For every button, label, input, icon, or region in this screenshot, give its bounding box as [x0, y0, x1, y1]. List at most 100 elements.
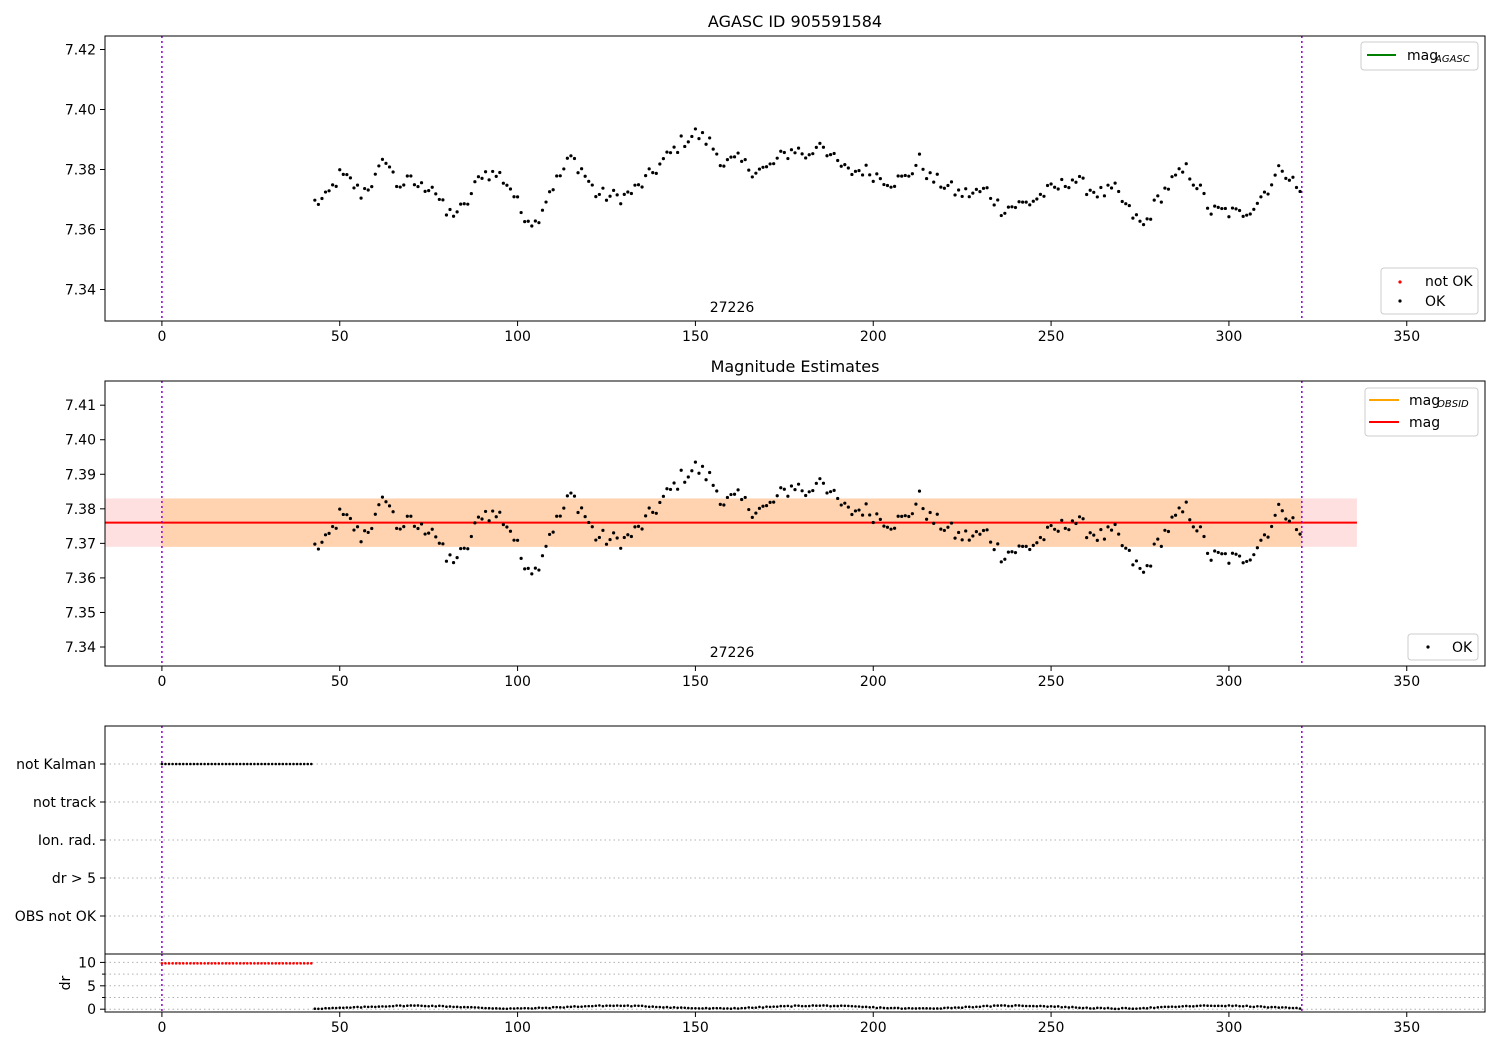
- panel4-notok-point: [199, 962, 203, 965]
- panel2-ok-point: [590, 525, 594, 529]
- panel1-ok-point: [764, 165, 769, 169]
- panel2-ok-point: [732, 492, 737, 496]
- panel1-ok-point: [327, 189, 331, 193]
- panel1-ok-point: [533, 219, 537, 223]
- panel4-ok-point: [747, 1006, 751, 1009]
- panel3-flag-point: [302, 762, 306, 766]
- panel1-frame: [104, 35, 1486, 322]
- panel4-frame: [104, 953, 1486, 1013]
- panel3-flag-point: [174, 762, 178, 766]
- panel2-ok-point: [1120, 544, 1124, 548]
- panel4-notok-point: [299, 962, 302, 965]
- panel2-ok-point: [740, 497, 744, 502]
- panel2-ok-point: [612, 531, 616, 535]
- panel-dr: 0 50 100 150 200 250 300 350 0 5 10 dr: [58, 953, 1486, 1036]
- panel4-ok-point: [1085, 1006, 1088, 1009]
- panel2-ok-point: [750, 515, 754, 519]
- panel2-ok-point: [1255, 546, 1259, 550]
- panel2-frame: [104, 380, 1486, 667]
- panel1-ok-point: [850, 172, 854, 177]
- panel2-ok-point: [796, 482, 801, 486]
- panel3-row-label: OBS not OK: [15, 909, 97, 925]
- panel3-flag-point: [267, 762, 270, 766]
- panel4-notok-point: [221, 962, 224, 965]
- panel4-ok-point: [1216, 1004, 1220, 1008]
- panel4-ok-point: [530, 1007, 534, 1010]
- panel2-ok-point: [398, 527, 402, 531]
- panel2-ok-point: [679, 468, 683, 472]
- panel1-ytick-label: 7.40: [65, 103, 96, 119]
- panel2-ok-point: [814, 481, 818, 485]
- panel4-ok-point: [377, 1005, 381, 1008]
- panel2-ok-point: [405, 514, 409, 518]
- panel4-ok-point: [409, 1004, 413, 1007]
- panel4-ok-point: [836, 1004, 839, 1008]
- panel2-ok-point: [722, 503, 726, 507]
- panel2-ok-point: [839, 503, 843, 507]
- panel4-ok-point: [1192, 1005, 1195, 1008]
- panel1-ok-point: [1191, 183, 1195, 187]
- panel4-ok-point: [487, 1006, 491, 1010]
- panel2-ok-point: [498, 510, 502, 514]
- panel4-ok-point: [601, 1004, 605, 1008]
- panel1-ok-point: [964, 187, 968, 191]
- panel4-ok-point: [1113, 1007, 1117, 1011]
- panel2-ok-point: [875, 512, 879, 516]
- panel3-flag-point: [242, 762, 246, 766]
- panel2-ok-point: [1102, 537, 1107, 541]
- panel2-ok-point: [654, 511, 658, 515]
- panel4-ok-point: [669, 1006, 672, 1010]
- panel4-ok-point: [647, 1005, 651, 1009]
- panel1-ok-point: [1209, 212, 1213, 216]
- panel1-ok-point: [1017, 200, 1021, 204]
- panel1-ok-point: [1188, 177, 1192, 181]
- panel2-ok-point: [1070, 519, 1075, 523]
- panel1-ok-point: [690, 134, 694, 139]
- panel1-title: AGASC ID 905591584: [708, 12, 882, 31]
- panel1-ok-point: [1006, 205, 1011, 209]
- panel4-ytick-label: 0: [87, 1002, 96, 1018]
- panel3-flag-point: [309, 762, 313, 766]
- panel2-xtick-label: 250: [1038, 674, 1065, 690]
- panel2-ok-point: [1245, 559, 1249, 564]
- panel4-ok-point: [1167, 1005, 1170, 1009]
- panel2-ok-point: [800, 489, 804, 493]
- panel4-ok-point: [1064, 1005, 1067, 1009]
- panel2-ok-point: [807, 490, 811, 494]
- panel4-ok-point: [402, 1004, 406, 1008]
- panel2-ok-point: [981, 528, 986, 533]
- panel4-xtick-label: 100: [504, 1020, 531, 1036]
- panel1-ok-point: [1248, 212, 1252, 216]
- panel2-ok-point: [430, 527, 434, 531]
- panel1-xtick-label: 300: [1216, 329, 1243, 345]
- panel1-ok-point: [1220, 206, 1224, 211]
- panel4-ok-point: [918, 1006, 921, 1010]
- panel2-ok-point: [380, 495, 385, 499]
- panel4-ok-point: [854, 1005, 857, 1008]
- panel1-ok-point: [857, 168, 861, 173]
- panel4-ok-point: [694, 1006, 697, 1010]
- panel4-ok-point: [654, 1005, 658, 1009]
- panel1-ok-point: [1127, 203, 1131, 208]
- panel1-ok-point: [345, 172, 349, 177]
- panel2-ok-point: [569, 491, 573, 495]
- panel4-ok-point: [686, 1006, 690, 1010]
- panel2-ok-point: [636, 524, 641, 528]
- panel2-ok-point: [1106, 525, 1110, 529]
- panel3-row-label: Ion. rad.: [38, 833, 96, 849]
- panel1-ok-point: [1109, 186, 1114, 190]
- panel2-ok-point: [480, 517, 484, 521]
- panel4-ok-point: [857, 1005, 861, 1008]
- panel2-ok-point: [892, 526, 897, 530]
- panel2-ok-point: [416, 526, 420, 531]
- panel4-notok-point: [245, 962, 249, 965]
- panel1-ok-point: [740, 159, 744, 163]
- panel2-ok-point: [942, 528, 946, 533]
- panel4-ok-point: [996, 1004, 1000, 1007]
- panel3-flag-point: [171, 762, 174, 766]
- panel1-legend-bottom: [1380, 267, 1479, 315]
- panel1-ok-point: [725, 158, 730, 162]
- panel4-xtick-label: 350: [1393, 1020, 1420, 1036]
- panel4-ok-point: [658, 1005, 662, 1009]
- panel4-xtick-label: 0: [157, 1020, 166, 1036]
